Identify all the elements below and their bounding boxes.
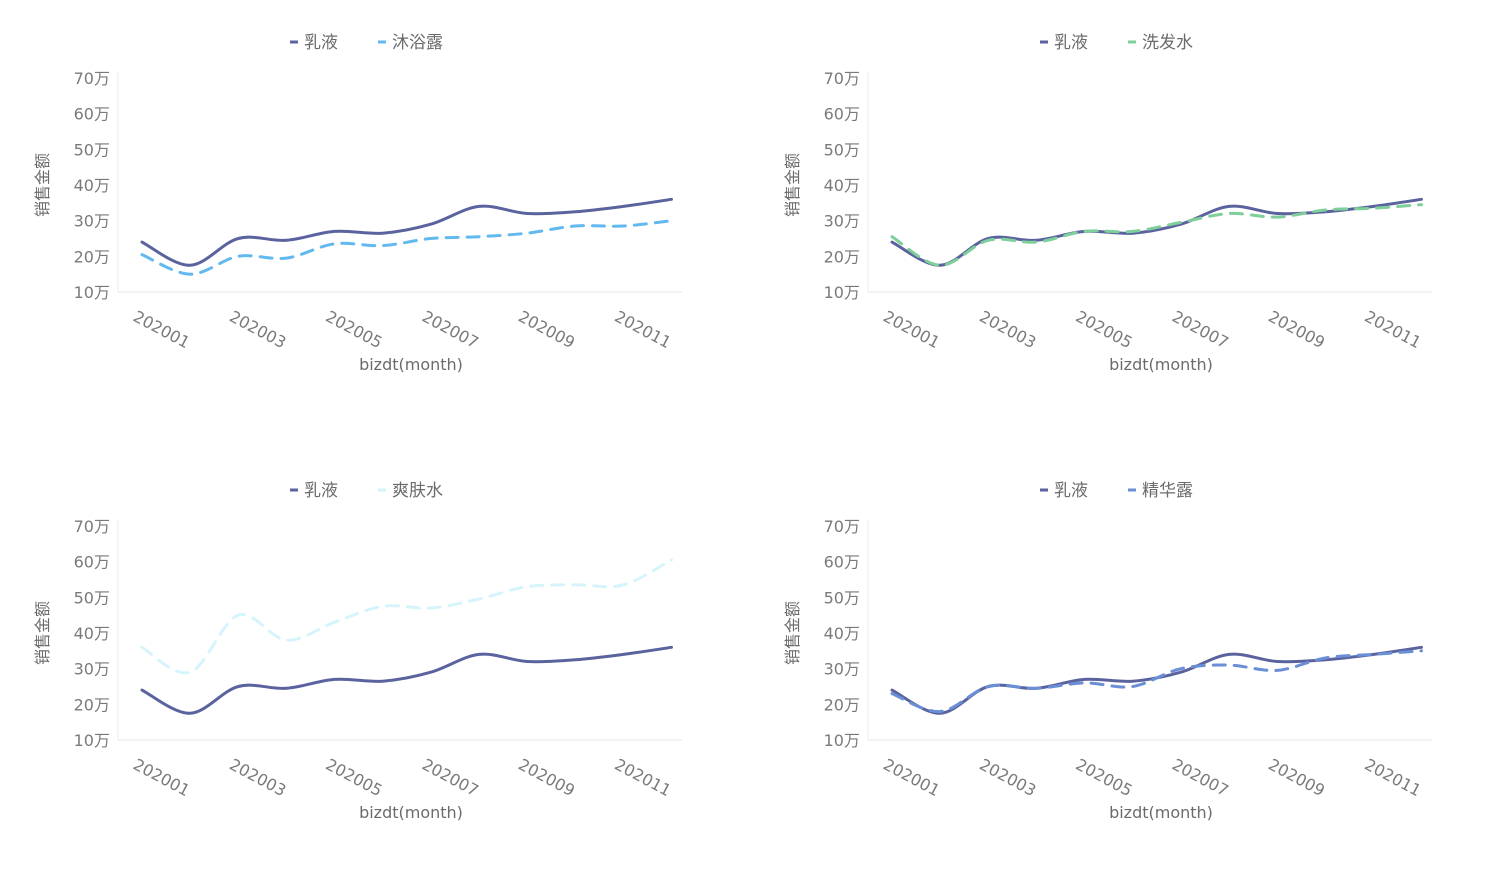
x-tick-label: 202007 — [1169, 755, 1232, 800]
legend-label: 爽肤水 — [392, 481, 443, 501]
x-tick-label: 202001 — [130, 755, 193, 800]
x-tick-label: 202001 — [130, 307, 193, 352]
chart-panel: 70万 60万 50万 40万 30万 20万 10万 销售金额 202001 202003 202… — [0, 448, 750, 896]
x-tick-label: 202009 — [1265, 755, 1328, 800]
legend-label: 洗发水 — [1142, 33, 1193, 53]
y-axis-title: 销售金额 — [33, 153, 52, 217]
legend-label: 沐浴露 — [392, 33, 443, 53]
x-tick-label: 202003 — [976, 755, 1039, 800]
y-tick-label: 30万 — [824, 660, 860, 679]
legend-label: 乳液 — [1054, 33, 1088, 53]
x-tick-label: 202007 — [419, 307, 482, 352]
y-tick-label: 20万 — [74, 695, 110, 714]
legend-label: 精华露 — [1142, 481, 1193, 501]
x-tick-label: 202009 — [515, 307, 578, 352]
chart-panel: 70万 60万 50万 40万 30万 20万 10万 销售金额 202001 202003 202… — [0, 0, 750, 448]
x-tick-label: 202005 — [1073, 755, 1136, 800]
series-line — [140, 645, 673, 715]
x-tick-label: 202011 — [611, 755, 674, 800]
y-tick-label: 50万 — [74, 140, 110, 159]
series-line — [140, 197, 673, 267]
x-tick-label: 202009 — [515, 755, 578, 800]
y-tick-label: 10万 — [824, 731, 860, 750]
x-axis-title: bizdt(month) — [359, 355, 463, 374]
y-tick-label: 30万 — [824, 212, 860, 231]
y-tick-label: 60万 — [74, 105, 110, 124]
y-tick-label: 50万 — [74, 588, 110, 607]
y-tick-label: 10万 — [74, 731, 110, 750]
x-tick-label: 202011 — [1361, 755, 1424, 800]
y-tick-label: 70万 — [824, 517, 860, 536]
x-tick-label: 202001 — [880, 307, 943, 352]
series-line — [890, 649, 1423, 714]
y-tick-label: 30万 — [74, 212, 110, 231]
y-tick-label: 40万 — [74, 624, 110, 643]
x-tick-label: 202011 — [611, 307, 674, 352]
x-tick-label: 202007 — [419, 755, 482, 800]
x-tick-label: 202007 — [1169, 307, 1232, 352]
y-tick-label: 60万 — [824, 553, 860, 572]
y-tick-label: 10万 — [74, 283, 110, 302]
chart-panel: 70万 60万 50万 40万 30万 20万 10万 销售金额 202001 202003 202… — [750, 0, 1500, 448]
y-tick-label: 20万 — [824, 695, 860, 714]
y-tick-label: 70万 — [824, 69, 860, 88]
x-axis-title: bizdt(month) — [1109, 803, 1213, 822]
y-axis-title: 销售金额 — [33, 601, 52, 665]
x-tick-label: 202003 — [226, 307, 289, 352]
chart-svg: 70万 60万 50万 40万 30万 20万 10万 销售金额 202001 202003 202… — [783, 481, 1432, 822]
y-tick-label: 60万 — [74, 553, 110, 572]
y-tick-label: 40万 — [824, 624, 860, 643]
y-tick-label: 30万 — [74, 660, 110, 679]
y-tick-label: 40万 — [824, 176, 860, 195]
chart-panel: 70万 60万 50万 40万 30万 20万 10万 销售金额 202001 202003 202… — [750, 448, 1500, 896]
chart-svg: 70万 60万 50万 40万 30万 20万 10万 销售金额 202001 202003 202… — [33, 481, 682, 822]
y-tick-label: 20万 — [824, 247, 860, 266]
legend-label: 乳液 — [304, 33, 338, 53]
legend-label: 乳液 — [304, 481, 338, 501]
x-tick-label: 202003 — [976, 307, 1039, 352]
y-tick-label: 10万 — [824, 283, 860, 302]
x-tick-label: 202001 — [880, 755, 943, 800]
series-line — [140, 558, 673, 675]
chart-svg: 70万 60万 50万 40万 30万 20万 10万 销售金额 202001 202003 202… — [33, 33, 682, 374]
x-tick-label: 202003 — [226, 755, 289, 800]
x-axis-title: bizdt(month) — [1109, 355, 1213, 374]
x-tick-label: 202005 — [323, 307, 386, 352]
y-tick-label: 60万 — [824, 105, 860, 124]
y-tick-label: 50万 — [824, 588, 860, 607]
x-tick-label: 202011 — [1361, 307, 1424, 352]
y-tick-label: 70万 — [74, 517, 110, 536]
series-line — [140, 219, 673, 276]
y-axis-title: 销售金额 — [783, 153, 802, 217]
x-tick-label: 202005 — [323, 755, 386, 800]
x-axis-title: bizdt(month) — [359, 803, 463, 822]
legend-label: 乳液 — [1054, 481, 1088, 501]
y-tick-label: 20万 — [74, 247, 110, 266]
y-tick-label: 50万 — [824, 140, 860, 159]
y-axis-title: 销售金额 — [783, 601, 802, 665]
series-line — [890, 203, 1423, 267]
y-tick-label: 40万 — [74, 176, 110, 195]
x-tick-label: 202005 — [1073, 307, 1136, 352]
x-tick-label: 202009 — [1265, 307, 1328, 352]
y-tick-label: 70万 — [74, 69, 110, 88]
chart-svg: 70万 60万 50万 40万 30万 20万 10万 销售金额 202001 202003 202… — [783, 33, 1432, 374]
